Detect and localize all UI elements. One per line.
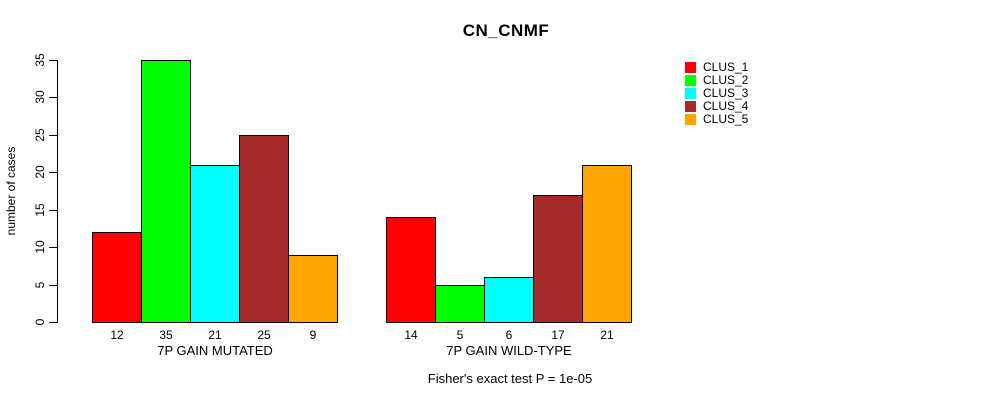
y-axis-tick-label: 25: [33, 128, 47, 142]
y-axis-tick-label: 20: [33, 165, 47, 179]
legend-item: CLUS_2: [685, 74, 748, 87]
chart-title: CN_CNMF: [462, 21, 550, 40]
group-label-7p-gain-wild-type: 7P GAIN WILD-TYPE: [446, 343, 572, 358]
bar-value-label: 9: [309, 328, 317, 342]
legend-swatch-icon: [685, 114, 696, 125]
bar-clus_4: [533, 195, 583, 323]
fisher-test-footnote: Fisher's exact test P = 1e-05: [427, 371, 593, 386]
bar-clus_5: [288, 255, 338, 323]
bar-value-label: 12: [110, 328, 124, 342]
legend-item: CLUS_3: [685, 87, 748, 100]
bar-value-label: 17: [551, 328, 565, 342]
bar-clus_1: [386, 217, 436, 323]
bar-clus_2: [435, 285, 485, 323]
legend: CLUS_1 CLUS_2 CLUS_3 CLUS_4 CLUS_5: [685, 61, 748, 126]
y-axis-tick-label: 15: [33, 203, 47, 217]
bar-value-label: 14: [404, 328, 418, 342]
legend-label: CLUS_5: [703, 112, 749, 126]
y-axis-tick: [49, 135, 57, 136]
y-axis-tick-label: 35: [33, 53, 47, 67]
legend-swatch-icon: [685, 101, 696, 112]
legend-item: CLUS_1: [685, 61, 748, 74]
y-axis-tick: [49, 60, 57, 61]
y-axis-tick: [49, 247, 57, 248]
y-axis-tick-label: 5: [33, 281, 47, 289]
y-axis-tick: [49, 172, 57, 173]
legend-item: CLUS_4: [685, 100, 748, 113]
y-axis-tick-label: 10: [33, 240, 47, 254]
legend-swatch-icon: [685, 75, 696, 86]
bar-clus_3: [484, 277, 534, 323]
bar-clus_2: [141, 60, 191, 323]
bar-value-label: 35: [159, 328, 173, 342]
bar-value-label: 21: [600, 328, 614, 342]
legend-label: CLUS_3: [703, 86, 749, 100]
bar-clus_4: [239, 135, 289, 323]
legend-swatch-icon: [685, 62, 696, 73]
y-axis-tick: [49, 97, 57, 98]
legend-label: CLUS_2: [703, 73, 749, 87]
bar-clus_3: [190, 165, 240, 323]
y-axis-tick: [49, 285, 57, 286]
y-axis-tick: [49, 210, 57, 211]
bar-value-label: 21: [208, 328, 222, 342]
bar-clus_5: [582, 165, 632, 323]
y-axis-line: [57, 60, 58, 323]
legend-label: CLUS_4: [703, 99, 749, 113]
y-axis-tick: [49, 322, 57, 323]
y-axis-tick-label: 30: [33, 90, 47, 104]
bar-value-label: 25: [257, 328, 271, 342]
legend-item: CLUS_5: [685, 113, 748, 126]
bar-clus_1: [92, 232, 142, 323]
group-label-7p-gain-mutated: 7P GAIN MUTATED: [157, 343, 273, 358]
y-axis-tick-label: 0: [33, 318, 47, 326]
legend-swatch-icon: [685, 88, 696, 99]
bar-value-label: 6: [505, 328, 513, 342]
bar-value-label: 5: [456, 328, 464, 342]
legend-label: CLUS_1: [703, 60, 749, 74]
